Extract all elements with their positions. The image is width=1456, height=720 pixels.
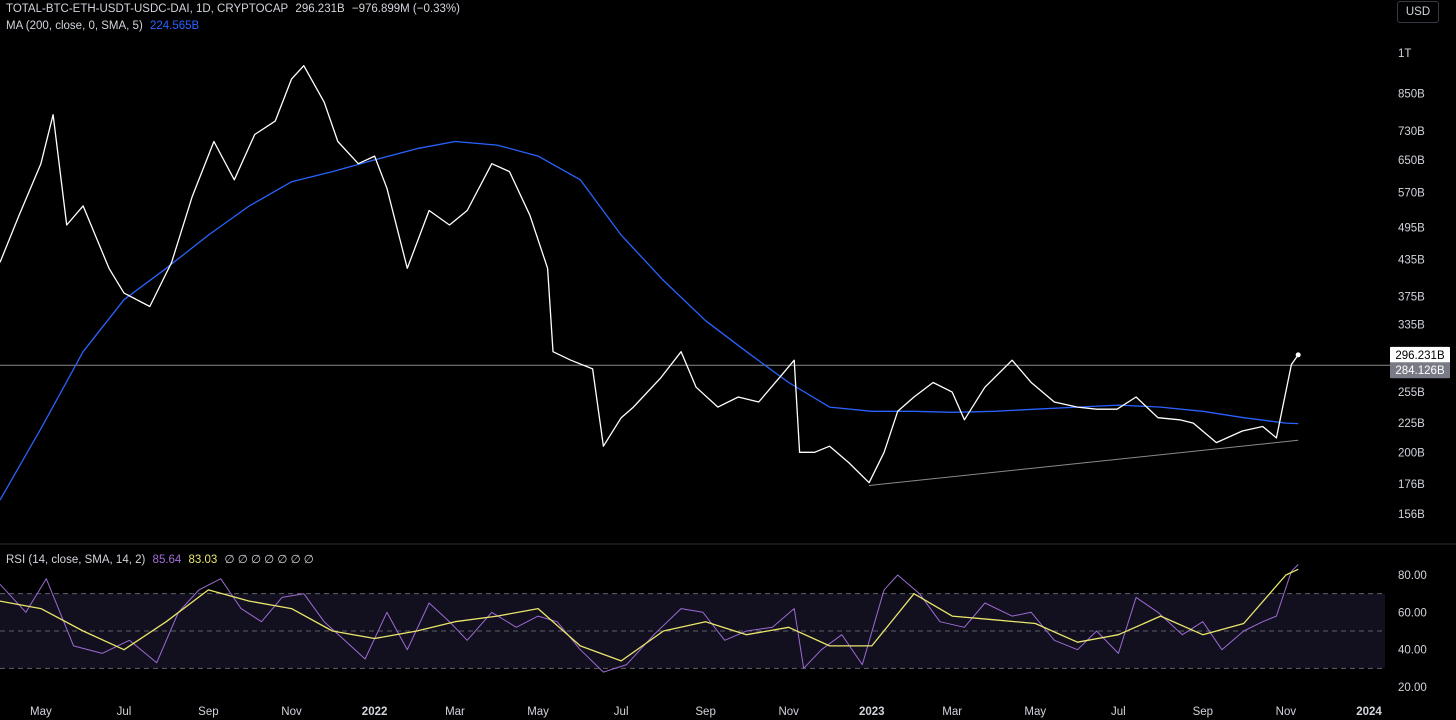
current-price-badge: 296.231B [1395, 350, 1445, 362]
time-axis-label: 2022 [362, 706, 388, 718]
rsi-axis-label: 80.00 [1398, 570, 1427, 582]
time-axis-label: Jul [1111, 706, 1126, 718]
rsi-line [0, 564, 1299, 673]
time-axis-label: Mar [942, 706, 962, 718]
time-axis-label: May [30, 706, 52, 718]
price-axis-label: 225B [1398, 418, 1425, 430]
hline-price-badge: 284.126B [1395, 365, 1445, 377]
price-line [0, 65, 1299, 484]
price-axis-label: 176B [1398, 479, 1425, 491]
support-trendline [869, 439, 1299, 486]
rsi-axis-label: 60.00 [1398, 607, 1427, 619]
currency-button[interactable]: USD [1397, 1, 1439, 23]
time-axis-label: Sep [198, 706, 218, 718]
price-change: −976.899M (−0.33%) [351, 3, 460, 15]
time-axis-label: May [527, 706, 549, 718]
price-axis-label: 1T [1398, 48, 1411, 60]
rsi-axis-label: 20.00 [1398, 682, 1427, 694]
price-axis-label: 650B [1398, 155, 1425, 167]
price-axis-label: 200B [1398, 447, 1425, 459]
price-axis-label: 255B [1398, 387, 1425, 399]
hline-price-badge-bg [1390, 362, 1450, 379]
time-axis-label: Jul [614, 706, 629, 718]
price-axis-label: 435B [1398, 255, 1425, 267]
time-axis-label: Nov [778, 706, 799, 718]
rsi-label: RSI (14, close, SMA, 14, 2) [6, 554, 146, 566]
current-price-badge-bg [1390, 346, 1450, 363]
time-axis-label: Sep [1193, 706, 1213, 718]
symbol-label: TOTAL-BTC-ETH-USDT-USDC-DAI, 1D, CRYPTOC… [6, 3, 289, 15]
time-axis-label: Sep [695, 706, 715, 718]
rsi-extra: ∅ ∅ ∅ ∅ ∅ ∅ ∅ [224, 554, 314, 566]
rsi-ma-line [0, 568, 1299, 662]
rsi-legend: RSI (14, close, SMA, 14, 2) 85.64 83.03 … [6, 552, 318, 566]
time-axis-label: Mar [445, 706, 465, 718]
time-axis-label: 2023 [859, 706, 885, 718]
price-axis-label: 495B [1398, 222, 1425, 234]
ma-value: 224.565B [149, 20, 200, 32]
rsi-axis-label: 40.00 [1398, 645, 1427, 657]
price-axis-label: 730B [1398, 126, 1425, 138]
time-axis-label: May [1024, 706, 1046, 718]
time-axis-label: Jul [117, 706, 132, 718]
time-axis-label: 2024 [1356, 706, 1382, 718]
last-price-dot [1295, 352, 1301, 358]
last-price: 296.231B [295, 3, 345, 15]
price-axis-label: 850B [1398, 88, 1425, 100]
time-axis-label: Nov [1276, 706, 1297, 718]
main-legend: TOTAL-BTC-ETH-USDT-USDC-DAI, 1D, CRYPTOC… [6, 3, 464, 15]
rsi-ma-value: 83.03 [188, 554, 218, 566]
rsi-value: 85.64 [152, 554, 182, 566]
price-axis-label: 570B [1398, 187, 1425, 199]
price-axis-label: 156B [1398, 509, 1425, 521]
time-axis-label: Nov [281, 706, 302, 718]
ma-legend: MA (200, close, 0, SMA, 5) 224.565B [6, 20, 203, 32]
ma-200-line [0, 140, 1299, 501]
ma-label: MA (200, close, 0, SMA, 5) [6, 20, 143, 32]
price-axis-label: 335B [1398, 319, 1425, 331]
price-axis-label: 375B [1398, 291, 1425, 303]
